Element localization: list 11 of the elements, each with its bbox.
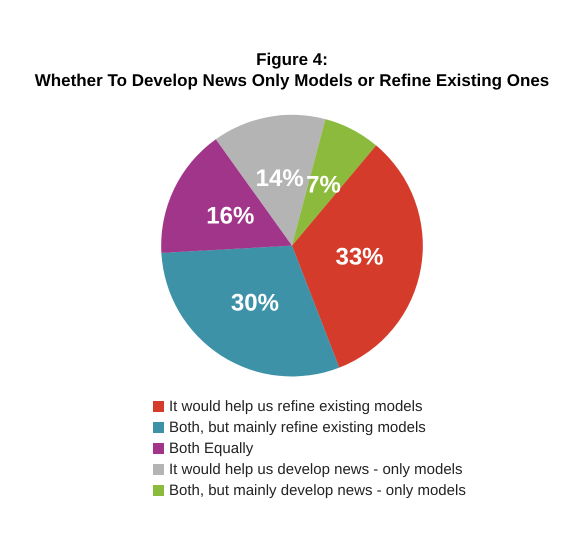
data-label: 16%: [206, 202, 254, 230]
chart-title: Figure 4:: [256, 50, 328, 69]
legend-label: It would help us refine existing models: [169, 398, 422, 415]
data-label: 30%: [230, 290, 279, 317]
legend-label: Both Equally: [169, 440, 254, 457]
chart-subtitle: Whether To Develop News Only Models or Refine Existing Ones: [34, 71, 550, 90]
data-label: 14%: [256, 164, 304, 192]
legend-label: Both, but mainly refine existing models: [169, 419, 426, 436]
legend-label: Both, but mainly develop news - only models: [169, 482, 466, 499]
legend-label: It would help us develop news - only models: [169, 461, 462, 478]
data-label: 33%: [335, 243, 384, 270]
